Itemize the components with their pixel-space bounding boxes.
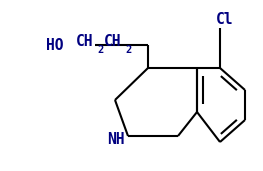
Text: HO: HO xyxy=(46,37,64,52)
Text: Cl: Cl xyxy=(216,12,234,28)
Text: CH: CH xyxy=(104,35,122,49)
Text: NH: NH xyxy=(107,131,125,147)
Text: 2: 2 xyxy=(125,45,131,55)
Text: CH: CH xyxy=(76,35,94,49)
Text: 2: 2 xyxy=(97,45,103,55)
